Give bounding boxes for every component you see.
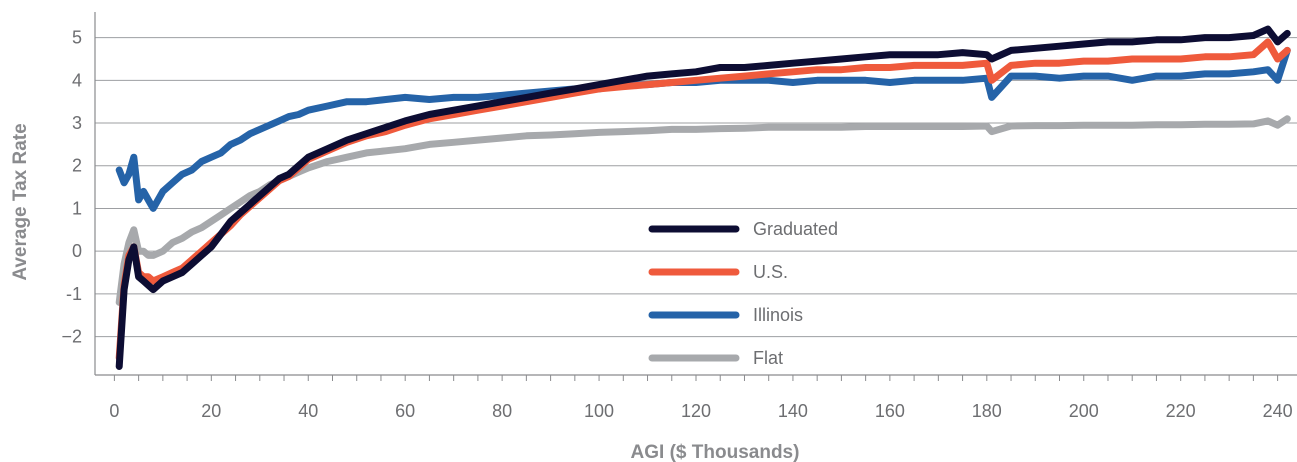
x-tick-label: 220 [1166, 401, 1196, 421]
x-tick-label: 20 [201, 401, 221, 421]
legend-label: Graduated [753, 219, 838, 239]
y-tick-label: 3 [72, 113, 82, 133]
x-tick-label: 140 [778, 401, 808, 421]
y-tick-label: −2 [61, 327, 82, 347]
x-tick-label: 40 [298, 401, 318, 421]
y-axis-title: Average Tax Rate [10, 123, 31, 280]
x-tick-label: 120 [681, 401, 711, 421]
y-tick-label: 4 [72, 70, 82, 90]
legend-label: Flat [753, 348, 783, 368]
axes: −2 -1 0 1 2 3 4 5 0 20 40 60 80 100 120 140 160 180 200 220… [61, 12, 1297, 421]
y-tick-label: 1 [72, 198, 82, 218]
legend: Graduated U.S. Illinois Flat [648, 219, 838, 368]
legend-label: U.S. [753, 262, 788, 282]
y-tick-label: 0 [72, 241, 82, 261]
x-tick-label: 0 [109, 401, 119, 421]
x-tick-label: 60 [395, 401, 415, 421]
x-tick-label: 200 [1069, 401, 1099, 421]
x-tick-label: 240 [1263, 401, 1293, 421]
legend-label: Illinois [753, 305, 803, 325]
series-line-us [115, 38, 1291, 362]
x-axis-title: AGI ($ Thousands) [631, 442, 800, 462]
series-line-graduated [115, 25, 1291, 370]
y-tick-label: -1 [66, 284, 82, 304]
x-tick-label: 100 [584, 401, 614, 421]
x-tick-label: 80 [492, 401, 512, 421]
x-tick-label: 160 [875, 401, 905, 421]
series-lines [115, 25, 1291, 370]
series-line-flat [115, 115, 1291, 306]
y-tick-label: 2 [72, 156, 82, 176]
x-tick-label: 180 [972, 401, 1002, 421]
y-tick-label: 5 [72, 28, 82, 48]
